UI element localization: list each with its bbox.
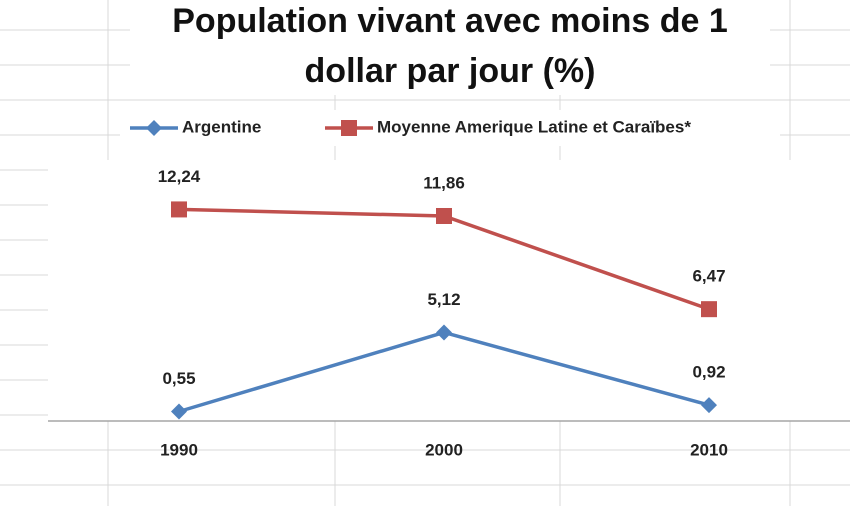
legend-marker bbox=[146, 120, 162, 136]
data-label: 11,86 bbox=[423, 173, 465, 192]
data-point bbox=[436, 207, 452, 224]
legend-label: Moyenne Amerique Latine et Caraïbes* bbox=[377, 117, 691, 136]
legend-label: Argentine bbox=[182, 117, 261, 136]
x-tick-label: 2010 bbox=[690, 440, 728, 459]
legend-area bbox=[120, 110, 780, 146]
chart-title: Population vivant avec moins de 1 dollar… bbox=[172, 2, 728, 90]
data-label: 0,92 bbox=[692, 363, 725, 382]
title-area bbox=[130, 0, 770, 95]
data-point bbox=[701, 301, 717, 318]
data-point bbox=[171, 201, 187, 218]
data-point bbox=[171, 403, 187, 420]
data-label: 6,47 bbox=[692, 267, 725, 286]
x-tick-label: 1990 bbox=[160, 440, 198, 459]
data-label: 12,24 bbox=[158, 167, 201, 186]
data-point bbox=[701, 397, 717, 414]
data-label: 5,12 bbox=[427, 290, 460, 309]
data-label: 0,55 bbox=[162, 369, 195, 388]
x-tick-label: 2000 bbox=[425, 440, 463, 459]
legend-marker bbox=[341, 120, 357, 136]
data-point bbox=[436, 324, 452, 341]
